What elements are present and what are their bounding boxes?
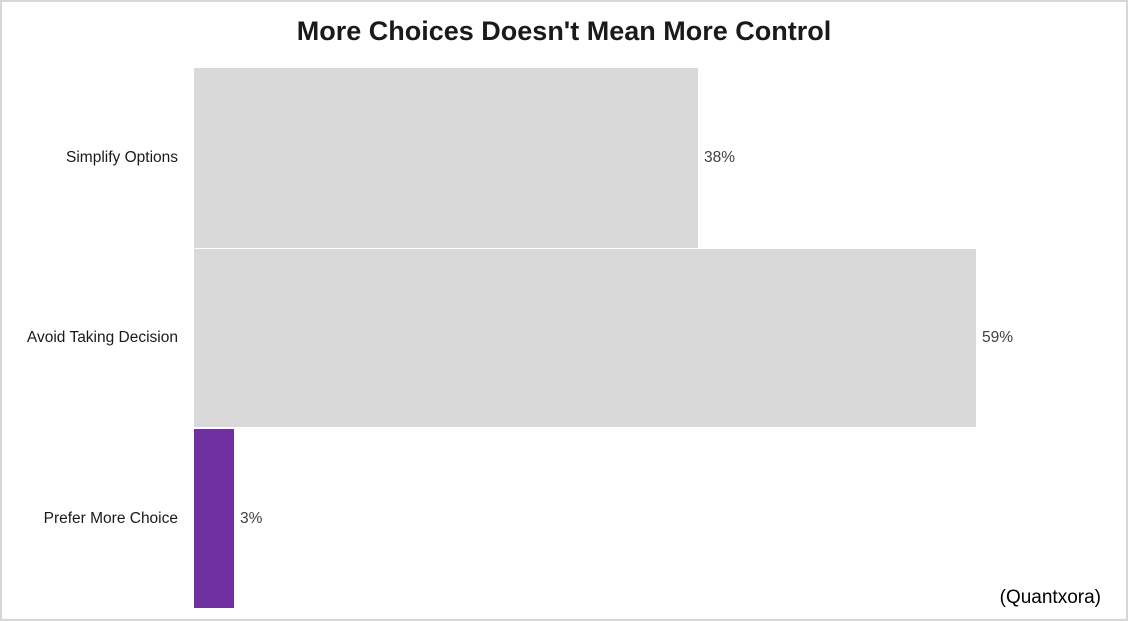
source-attribution: (Quantxora) <box>999 587 1101 608</box>
category-label: Simplify Options <box>66 149 178 166</box>
bar-avoid-taking-decision <box>194 249 976 427</box>
value-label: 38% <box>704 149 736 166</box>
category-label: Avoid Taking Decision <box>26 329 178 346</box>
bar-prefer-more-choice <box>194 429 234 608</box>
chart-title: More Choices Doesn't Mean More Control <box>296 16 832 46</box>
category-label: Prefer More Choice <box>43 509 178 527</box>
value-label: 3% <box>240 509 263 527</box>
value-label: 59% <box>982 329 1014 346</box>
bar-simplify-options <box>194 68 698 248</box>
